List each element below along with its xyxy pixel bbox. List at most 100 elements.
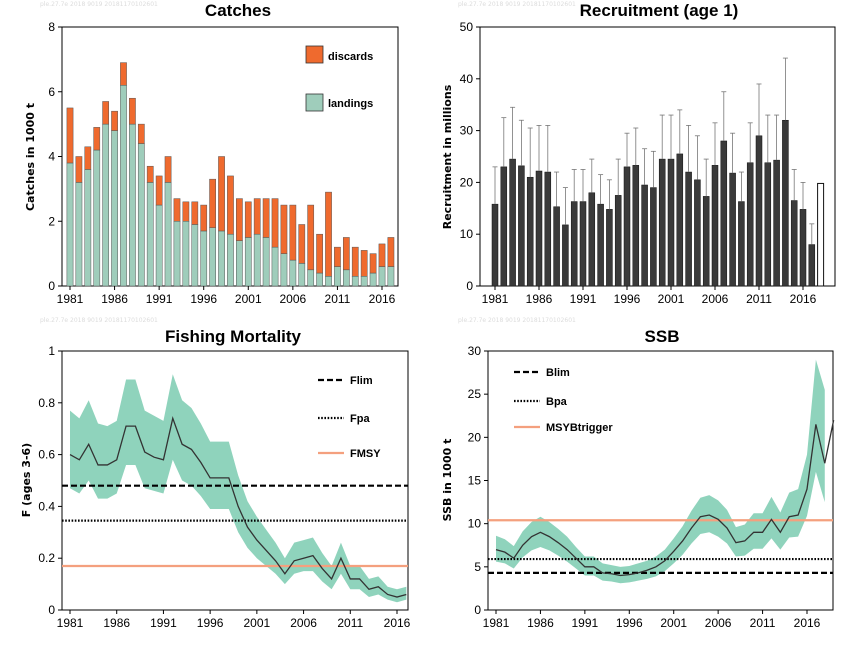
recruitment-bar [667, 158, 675, 287]
landings-bar [84, 169, 92, 287]
catches-x-tick-label: 2016 [369, 292, 396, 306]
recruitment-bar [764, 162, 772, 287]
recruitment-y-tick-label: 50 [460, 20, 474, 34]
recruitment-y-tick-label: 40 [460, 72, 474, 86]
recruitment-bar [782, 119, 789, 287]
landings-bar [244, 237, 252, 287]
catches-x-tick-label: 1981 [57, 292, 84, 306]
ssb-y-axis-label: SSB in 1000 t [441, 439, 454, 522]
landings-bar [271, 246, 279, 287]
ssb-legend: Blim Bpa MSYBtrigger [514, 367, 613, 434]
recruitment-bar [746, 162, 754, 287]
recruitment-bar [729, 172, 736, 287]
landings-bar [307, 269, 315, 287]
discards-bar [360, 250, 368, 277]
recruitment-bar [738, 201, 745, 287]
ssb-y-tick-label: 25 [468, 387, 482, 401]
catches-legend: discards landings [305, 45, 373, 112]
discards-bar [93, 127, 101, 151]
landings-bar [93, 149, 101, 287]
recruitment-bar [641, 184, 648, 287]
fishing-mortality-y-tick-label: 0.8 [38, 396, 55, 410]
legend-label-bpa: Bpa [546, 396, 568, 408]
recruitment-bar [553, 206, 560, 287]
recruitment-bar [755, 135, 763, 287]
recruitment-bar [570, 201, 578, 287]
landings-bar [280, 253, 288, 287]
legend-swatch-discards [305, 45, 324, 64]
discards-bar [137, 123, 145, 144]
landings-bar [325, 276, 332, 287]
ssb-y-tick-label: 15 [468, 474, 482, 488]
fishing-mortality-x-tick-label: 1991 [150, 616, 177, 630]
discards-bar [298, 224, 306, 264]
recruitment-x-tick-label: 1991 [570, 292, 597, 306]
landings-bar [378, 266, 386, 287]
recruitment-bar [509, 158, 516, 287]
catches-x-tick-label: 2006 [280, 292, 307, 306]
recruitment-x-tick-label: 2001 [658, 292, 685, 306]
recruitment-bar [535, 170, 543, 287]
ssb-watermark: ple.27.7e 2018 9019 20181170102601 [458, 317, 576, 324]
legend-swatch-landings [305, 93, 324, 112]
landings-bar [218, 230, 225, 287]
catches-x-tick-label: 1996 [190, 292, 217, 306]
discards-bar [351, 246, 359, 277]
recruitment-bar [702, 196, 710, 287]
catches-panel: ple.27.7e 2018 9019 20181170102601 Catch… [24, 1, 399, 306]
fishing-mortality-y-tick-label: 0.6 [38, 448, 55, 462]
discards-bar [155, 175, 163, 206]
ssb-x-tick-label: 2001 [660, 616, 687, 630]
fishing-mortality-x-tick-label: 1981 [57, 616, 84, 630]
recruitment-bar [799, 209, 807, 287]
recruitment-y-tick-label: 0 [466, 279, 473, 293]
discards-bar [378, 243, 386, 267]
recruitment-y-tick-label: 30 [460, 124, 474, 138]
discards-bar [342, 237, 350, 271]
landings-bar [227, 233, 234, 287]
landings-bar [342, 269, 350, 287]
landings-bar [146, 182, 154, 287]
landings-bar [75, 182, 83, 287]
catches-axes: 0 2 4 6 8 1981 1986 1991 1996 2001 2006 2011 2016 [48, 20, 395, 306]
recruitment-bar [544, 171, 552, 287]
landings-bar [173, 221, 181, 287]
landings-bar [102, 123, 110, 287]
fishing-mortality-y-tick-label: 1 [48, 344, 55, 358]
ssb-x-tick-label: 1996 [616, 616, 643, 630]
landings-bar [369, 272, 377, 287]
catches-y-tick-label: 8 [48, 20, 55, 34]
discards-bar [236, 198, 243, 241]
catches-y-tick-label: 6 [48, 85, 55, 99]
discards-bar [271, 198, 279, 248]
recruitment-bar [579, 201, 587, 287]
recruitment-panel: ple.27.7e 2018 9019 20181170102601 Recru… [441, 1, 836, 306]
landings-bar [209, 227, 216, 287]
discards-bar [262, 198, 270, 238]
recruitment-x-tick-label: 1986 [526, 292, 553, 306]
recruitment-y-tick-label: 20 [460, 175, 474, 189]
catches-x-tick-label: 2001 [235, 292, 262, 306]
ssb-x-tick-label: 2006 [705, 616, 732, 630]
discards-bar [111, 110, 118, 131]
discards-bar [280, 204, 288, 254]
legend-label-flim: Flim [350, 375, 373, 387]
discards-bar [387, 237, 395, 267]
discards-bar [182, 201, 190, 222]
discards-bar [146, 165, 154, 183]
recruitment-bar [562, 224, 569, 287]
ssb-x-tick-label: 2016 [794, 616, 821, 630]
landings-bar [137, 143, 145, 287]
recruitment-bar [491, 203, 499, 287]
discards-bar [325, 191, 332, 277]
recruitment-bar [685, 171, 692, 287]
landings-bar [129, 123, 136, 287]
recruitment-bar [790, 200, 798, 287]
legend-label-fpa: Fpa [350, 413, 370, 425]
ssb-x-tick-label: 2011 [750, 616, 776, 630]
recruitment-bar [614, 195, 622, 287]
discards-bar [334, 246, 341, 267]
fishing-mortality-x-tick-label: 2006 [290, 616, 317, 630]
recruitment-x-tick-label: 2006 [702, 292, 729, 306]
catches-x-tick-label: 1986 [101, 292, 128, 306]
